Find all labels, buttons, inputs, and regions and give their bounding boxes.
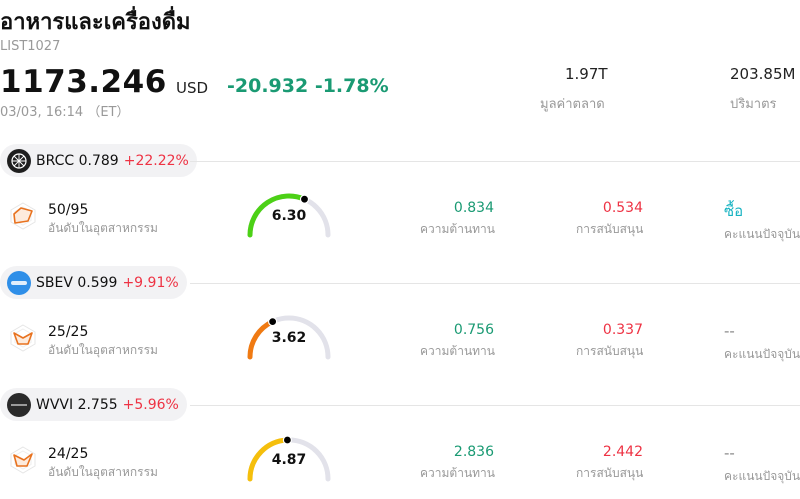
industry-rank-icon	[10, 324, 36, 352]
market-cap-label: มูลค่าตลาด	[540, 97, 605, 112]
score-gauge	[247, 315, 331, 360]
index-price: 1173.246	[0, 64, 167, 100]
current-rating-label: คะแนนปัจจุบัน	[724, 469, 800, 483]
brcc-logo-icon	[7, 148, 31, 173]
row-divider	[190, 161, 800, 162]
gauge-indicator-dot	[299, 194, 310, 204]
stock-chip-brcc[interactable]: BRCC 0.789 +22.22%	[0, 144, 197, 177]
stock-change-pct: +5.96%	[122, 396, 179, 413]
page-title: อาหารและเครื่องดื่ม	[0, 10, 191, 35]
stock-chip-wvvi[interactable]: WVVI 2.755 +5.96%	[0, 388, 187, 421]
current-rating: --	[724, 322, 735, 340]
score-gauge	[247, 193, 331, 238]
support-value: 2.442	[602, 444, 643, 460]
support-label: การสนับสนุน	[576, 344, 644, 358]
gauge-indicator-dot	[282, 435, 293, 445]
volume-value: 203.85M	[730, 65, 796, 83]
stock-change-pct: +22.22%	[123, 152, 189, 169]
gauge-fill-arc	[247, 193, 307, 238]
resistance-value: 2.836	[453, 444, 494, 460]
gauge-score: 3.62	[271, 330, 307, 346]
industry-rank: 50/95	[48, 202, 89, 218]
timestamp: 03/03, 16:14 （ET）	[0, 105, 130, 120]
stock-change-pct: +9.91%	[122, 274, 179, 291]
stock-ticker-price: WVVI 2.755	[36, 396, 118, 413]
volume-label: ปริมาตร	[730, 97, 777, 112]
wvvi-logo-icon	[7, 392, 31, 417]
market-cap-value: 1.97T	[565, 65, 608, 83]
industry-rank: 24/25	[48, 446, 89, 462]
row-divider	[190, 405, 800, 406]
industry-rank-icon	[10, 202, 36, 230]
resistance-label: ความต้านทาน	[420, 222, 495, 236]
price-change: -20.932 -1.78%	[227, 75, 389, 97]
sbev-logo-icon	[7, 270, 31, 295]
current-rating: --	[724, 444, 735, 462]
gauge-fill-arc	[247, 437, 290, 482]
gauge-score: 6.30	[271, 208, 307, 224]
stock-ticker-price: SBEV 0.599	[36, 274, 118, 291]
industry-rank-icon	[10, 446, 36, 474]
gauge-score: 4.87	[271, 452, 307, 468]
currency-label: USD	[176, 79, 209, 97]
gauge-indicator-dot	[268, 317, 278, 327]
resistance-label: ความต้านทาน	[420, 344, 495, 358]
resistance-value: 0.834	[453, 200, 494, 216]
industry-rank-label: อันดับในอุตสาหกรรม	[48, 221, 158, 235]
industry-rank-label: อันดับในอุตสาหกรรม	[48, 343, 158, 357]
current-rating-label: คะแนนปัจจุบัน	[724, 347, 800, 361]
stock-ticker-price: BRCC 0.789	[36, 152, 119, 169]
support-label: การสนับสนุน	[576, 466, 644, 480]
stock-chip-sbev[interactable]: SBEV 0.599 +9.91%	[0, 266, 187, 299]
current-rating-label: คะแนนปัจจุบัน	[724, 227, 800, 241]
list-code: LIST1027	[0, 39, 61, 54]
score-gauge	[247, 435, 331, 482]
support-label: การสนับสนุน	[576, 222, 644, 236]
row-divider	[190, 283, 800, 284]
support-value: 0.534	[602, 200, 643, 216]
industry-rank: 25/25	[48, 324, 89, 340]
resistance-label: ความต้านทาน	[420, 466, 495, 480]
industry-rank-label: อันดับในอุตสาหกรรม	[48, 465, 158, 479]
resistance-value: 0.756	[453, 322, 494, 338]
support-value: 0.337	[602, 322, 643, 338]
current-rating[interactable]: ซื้อ	[724, 202, 744, 220]
